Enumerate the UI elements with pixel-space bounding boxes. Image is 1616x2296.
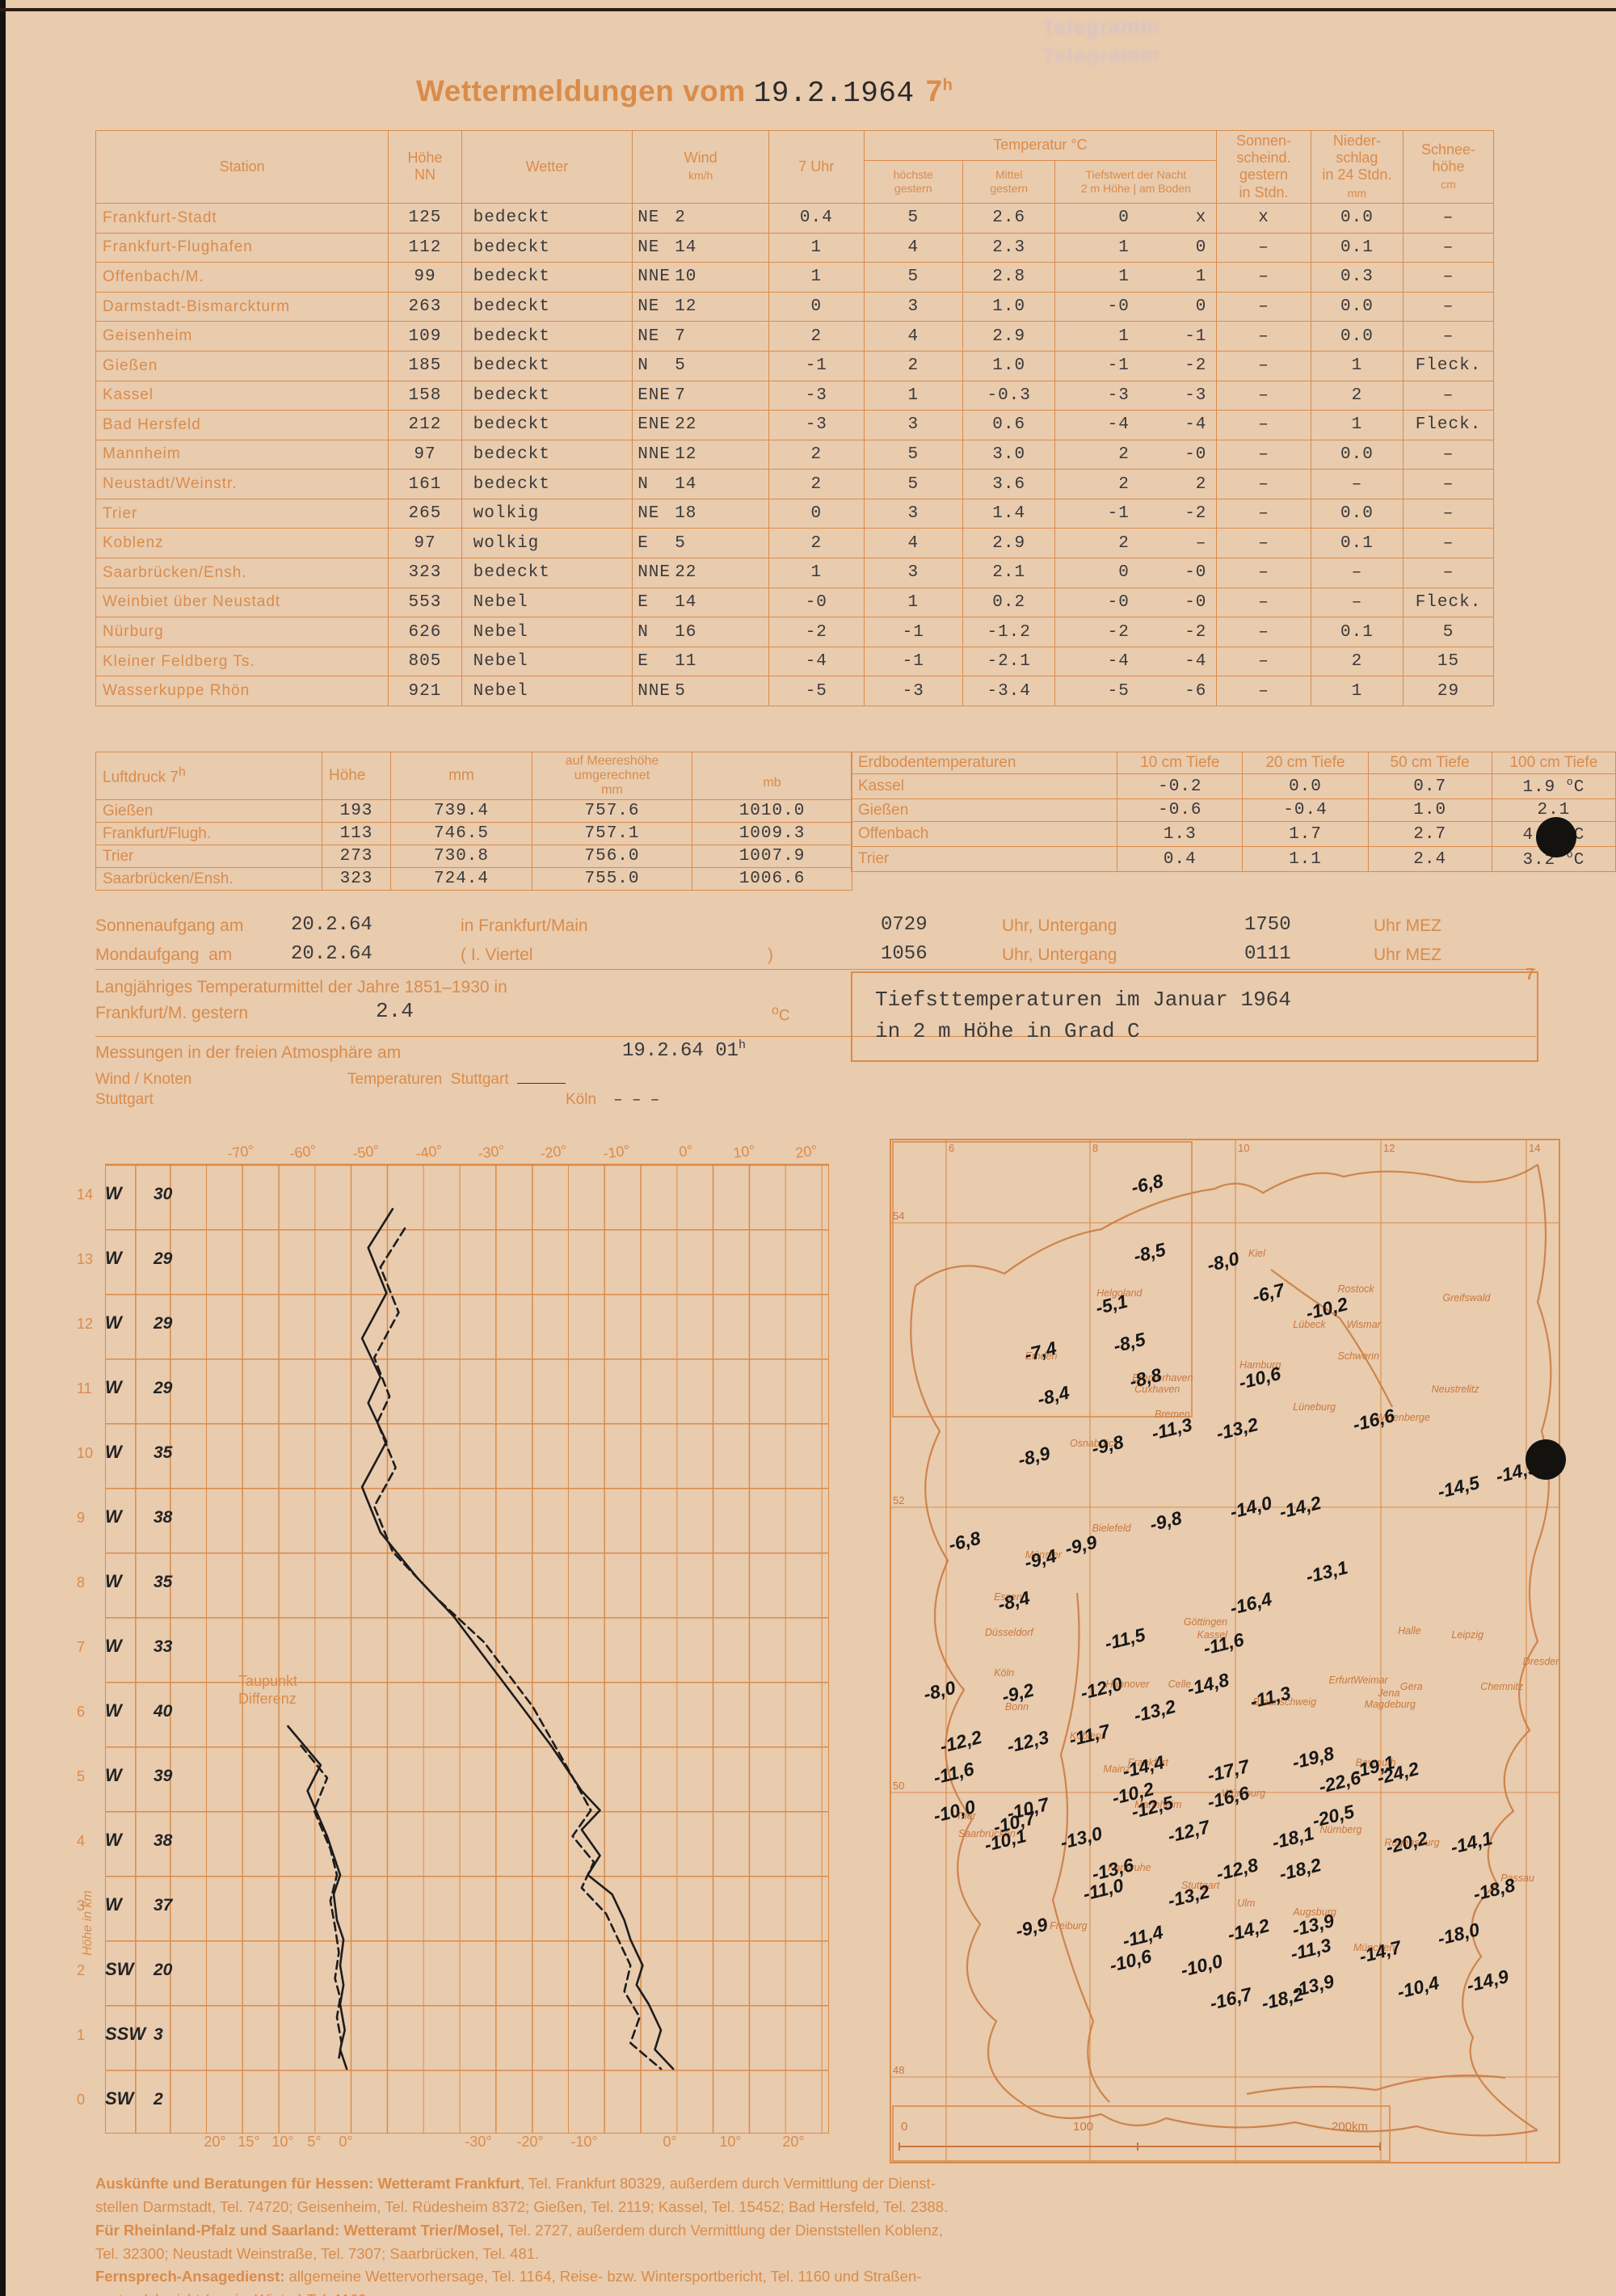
svg-text:200km: 200km — [1332, 2120, 1368, 2134]
svg-text:50: 50 — [893, 1780, 904, 1792]
svg-text:0: 0 — [901, 2120, 907, 2134]
svg-text:54: 54 — [893, 1210, 904, 1222]
svg-text:100: 100 — [1073, 2120, 1093, 2134]
svg-text:6: 6 — [949, 1142, 954, 1154]
svg-text:52: 52 — [893, 1494, 904, 1506]
svg-text:48: 48 — [893, 2064, 904, 2076]
svg-text:8: 8 — [1092, 1142, 1098, 1154]
svg-text:12: 12 — [1383, 1142, 1395, 1154]
svg-text:10: 10 — [1238, 1142, 1249, 1154]
svg-text:14: 14 — [1529, 1142, 1540, 1154]
